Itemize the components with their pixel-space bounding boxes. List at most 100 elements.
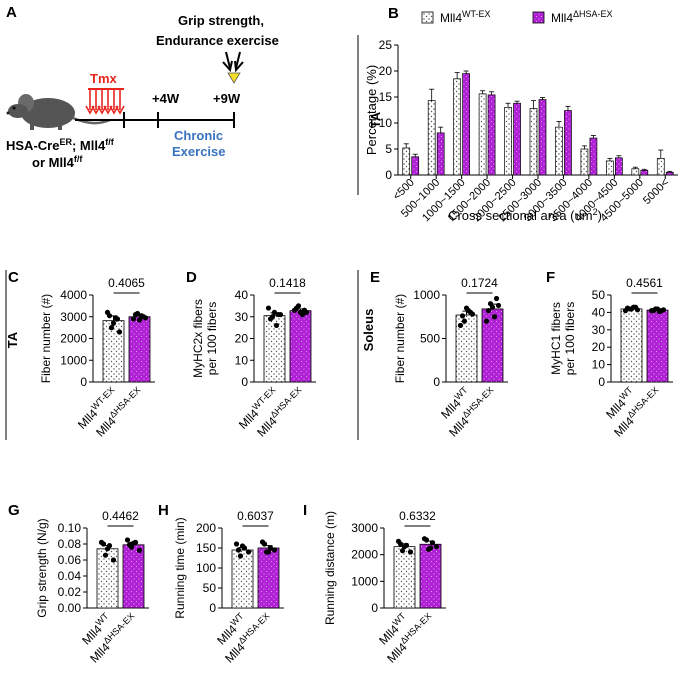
- i-data-point: [397, 541, 404, 547]
- f-y-tick-label: 50: [592, 288, 606, 302]
- panel-g-chart: G 0.00 0.02 0.04 0.06 0.08 0.10 Grip strength (…: [8, 502, 149, 666]
- h-pvalue: 0.6037: [237, 509, 274, 523]
- e-pvalue: 0.1724: [461, 276, 498, 290]
- i-y-tick-label: 2000: [351, 548, 378, 562]
- f-data-point: [624, 305, 631, 311]
- yellow-triangle-icon: [227, 72, 241, 84]
- grip-label-line1: Grip strength,: [178, 13, 264, 28]
- d-data-point: [297, 309, 304, 315]
- exercise-label: Exercise: [172, 144, 226, 159]
- b-bar-wt: [656, 158, 665, 176]
- panel-label-c: C: [8, 269, 19, 286]
- i-data-point: [399, 548, 406, 554]
- e-y-tick-label: 500: [420, 332, 440, 346]
- panel-label-f: F: [546, 269, 555, 286]
- c-data-point: [136, 317, 143, 323]
- i-data-point: [429, 540, 436, 546]
- panel-label-b: B: [388, 5, 399, 22]
- g-y-tick-label: 0.04: [58, 569, 82, 583]
- c-y-tick-label: 1000: [60, 353, 87, 367]
- f-bar-wt: [620, 308, 643, 383]
- c-y-tick-label: 4000: [60, 288, 87, 302]
- side-label-ta-top: TA: [368, 111, 383, 128]
- d-pvalue: 0.1418: [269, 276, 306, 290]
- e-data-point: [493, 295, 500, 302]
- legend-label-hsa: Mll4ΔHSA-EX: [551, 9, 613, 25]
- c-data-point: [130, 316, 137, 322]
- i-data-point: [407, 549, 414, 555]
- legend-swatch-wt: [421, 11, 434, 24]
- g-data-point: [126, 542, 133, 548]
- g-data-point: [130, 540, 137, 546]
- g-data-point: [124, 537, 131, 543]
- i-y-axis-label: Running distance (m): [323, 511, 337, 625]
- i-data-point: [423, 537, 430, 543]
- side-label-soleus: Soleus: [361, 309, 376, 352]
- h-y-axis-label: Running time (min): [173, 517, 187, 618]
- e-data-point: [463, 305, 470, 311]
- panel-label-d: D: [186, 269, 197, 286]
- f-data-point: [654, 306, 661, 312]
- h-data-point: [261, 541, 268, 547]
- b-bar-hsa: [615, 157, 623, 176]
- b-y-axis-label: Percentage (%): [364, 65, 379, 155]
- b-bar-wt: [580, 148, 589, 176]
- panel-label-h: H: [158, 502, 169, 519]
- i-y-tick-label: 0: [371, 601, 378, 615]
- f-y-tick-label: 40: [592, 305, 606, 319]
- chronic-label: Chronic: [174, 128, 223, 143]
- mouse-icon: [6, 94, 111, 130]
- f-bar-hsa: [646, 309, 669, 383]
- d-data-point: [293, 305, 300, 311]
- i-bar-wt: [393, 546, 416, 609]
- b-bar-hsa: [487, 94, 496, 176]
- c-y-axis-label: Fiber number (#): [39, 294, 53, 383]
- b-bar-hsa: [411, 156, 420, 176]
- legend-b: Mll4WT-EX Mll4ΔHSA-EX: [421, 9, 613, 25]
- h-data-point: [265, 549, 272, 555]
- i-data-point: [427, 545, 434, 551]
- g-y-tick-label: 0.02: [58, 585, 82, 599]
- c-y-tick-label: 3000: [60, 310, 87, 324]
- h-y-tick-label: 100: [196, 561, 216, 575]
- f-y-axis-label-2: per 100 fibers: [563, 302, 577, 375]
- panel-label-g: G: [8, 502, 20, 519]
- b-bar-wt: [555, 126, 563, 176]
- e-y-tick-label: 0: [433, 375, 440, 389]
- e-data-point: [491, 314, 498, 320]
- g-data-point: [102, 552, 109, 558]
- b-x-tick-label: 5000<: [641, 177, 671, 207]
- g-data-point: [110, 557, 117, 563]
- c-data-point: [114, 316, 121, 322]
- i-data-point: [401, 544, 408, 550]
- h-data-point: [239, 543, 246, 549]
- d-y-tick-label: 20: [235, 332, 249, 346]
- panel-label-i: I: [303, 502, 307, 519]
- e-data-point: [457, 322, 464, 329]
- test-arrows-icon: [222, 51, 244, 73]
- g-y-axis-label: Grip strength (N/g): [35, 518, 49, 617]
- c-data-point: [116, 329, 123, 335]
- c-data-point: [140, 314, 147, 320]
- i-y-tick-label: 3000: [351, 521, 378, 535]
- b-bar-wt: [402, 147, 411, 176]
- week-9-label: +9W: [213, 91, 241, 106]
- b-bar-hsa: [589, 137, 598, 176]
- i-bar-hsa: [419, 543, 442, 609]
- week-4-label: +4W: [152, 91, 180, 106]
- c-data-point: [106, 313, 113, 319]
- d-data-point: [275, 311, 282, 318]
- d-y-tick-label: 30: [235, 310, 249, 324]
- c-data-point: [132, 311, 139, 318]
- e-data-point: [461, 318, 468, 324]
- panel-a-schematic: A Tmx Grip strength,: [6, 4, 279, 170]
- b-bar-wt: [504, 107, 512, 176]
- h-data-point: [245, 549, 252, 555]
- b-y-tick-label: 20: [379, 64, 393, 78]
- h-data-point: [235, 547, 242, 553]
- b-bar-hsa: [513, 102, 521, 176]
- e-data-point: [485, 308, 492, 314]
- d-data-point: [273, 322, 280, 329]
